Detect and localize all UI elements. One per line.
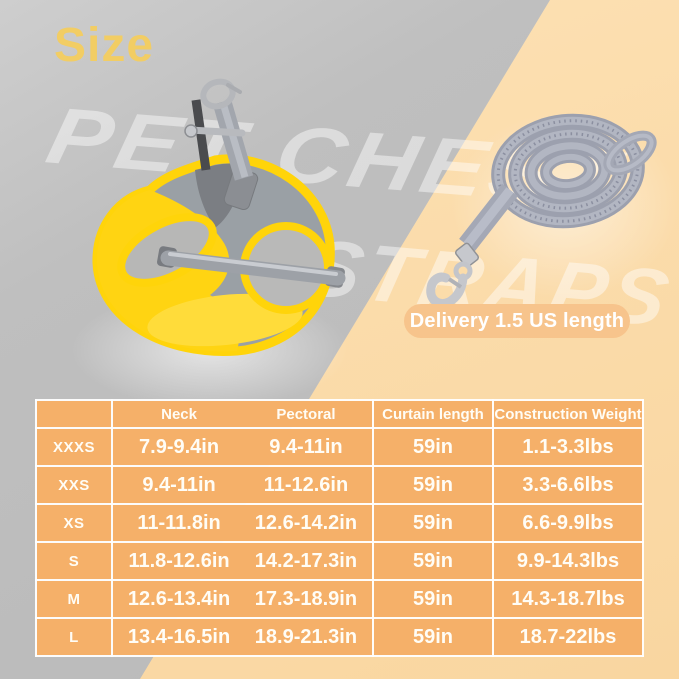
curtain-length-cell: 59in <box>372 465 494 505</box>
neck-pectoral-cell: 13.4-16.5in 18.9-21.3in <box>111 617 374 657</box>
table-row: XXS 9.4-11in 11-12.6in 59in 3.3-6.6lbs <box>35 465 644 505</box>
toggle-bar-icon <box>186 126 246 137</box>
construction-weight-cell: 1.1-3.3lbs <box>492 427 644 467</box>
neck-pectoral-cell: 7.9-9.4in 9.4-11in <box>111 427 374 467</box>
table-row: XS 11-11.8in 12.6-14.2in 59in 6.6-9.9lbs <box>35 503 644 543</box>
col-header-size <box>35 399 113 429</box>
construction-weight-cell: 3.3-6.6lbs <box>492 465 644 505</box>
curtain-length-cell: 59in <box>372 541 494 581</box>
size-label-cell: S <box>35 541 113 581</box>
delivery-badge: Delivery 1.5 US length <box>404 304 630 338</box>
construction-weight-cell: 9.9-14.3lbs <box>492 541 644 581</box>
size-label-cell: XXS <box>35 465 113 505</box>
harness-webbing-strap-sheen <box>219 102 249 178</box>
curtain-length-cell: 59in <box>372 579 494 619</box>
curtain-length-cell: 59in <box>372 617 494 657</box>
size-label-cell: XXXS <box>35 427 113 467</box>
construction-weight-cell: 14.3-18.7lbs <box>492 579 644 619</box>
neck-value: 11.8-12.6in <box>128 549 230 572</box>
harness-illustration <box>92 78 346 356</box>
harness-chest-strap <box>160 250 346 286</box>
pectoral-value: 17.3-18.9in <box>254 587 358 610</box>
table-row: L 13.4-16.5in 18.9-21.3in 59in 18.7-22lbs <box>35 617 644 657</box>
toggle-knob-icon <box>184 124 198 138</box>
harness-inner-shadow <box>195 163 241 228</box>
pectoral-value: 18.9-21.3in <box>254 625 358 648</box>
col-header-pectoral: Pectoral <box>276 405 336 423</box>
table-row: M 12.6-13.4in 17.3-18.9in 59in 14.3-18.7l… <box>35 579 644 619</box>
neck-value: 12.6-13.4in <box>127 587 231 610</box>
leash-illustration <box>426 113 657 308</box>
table-header-row: Neck Pectoral Curtain length Construction… <box>35 399 644 429</box>
neck-value: 7.9-9.4in <box>139 435 220 458</box>
page-title: Size <box>54 19 155 72</box>
pectoral-value: 14.2-17.3in <box>254 549 358 572</box>
curtain-length-cell: 59in <box>372 427 494 467</box>
neck-pectoral-cell: 11.8-12.6in 14.2-17.3in <box>111 541 374 581</box>
table-row: XXXS 7.9-9.4in 9.4-11in 59in 1.1-3.3lbs <box>35 427 644 467</box>
construction-weight-cell: 6.6-9.9lbs <box>492 503 644 543</box>
snap-hook-icon <box>426 242 479 308</box>
pectoral-value: 11-12.6in <box>263 473 349 496</box>
col-header-construction-weight: Construction Weight <box>492 399 644 429</box>
size-chart-table: Neck Pectoral Curtain length Construction… <box>35 399 644 657</box>
pectoral-value: 9.4-11in <box>269 435 343 458</box>
neck-value: 9.4-11in <box>142 473 216 496</box>
neck-value: 11-11.8in <box>137 511 221 534</box>
harness-chest-strap-highlight <box>168 252 338 276</box>
col-header-neck: Neck <box>161 405 197 423</box>
curtain-length-cell: 59in <box>372 503 494 543</box>
neck-value: 13.4-16.5in <box>127 625 231 648</box>
neck-pectoral-cell: 12.6-13.4in 17.3-18.9in <box>111 579 374 619</box>
leash-strap <box>459 183 518 252</box>
pectoral-value: 12.6-14.2in <box>254 511 358 534</box>
col-header-curtain-length: Curtain length <box>372 399 494 429</box>
size-label-cell: L <box>35 617 113 657</box>
size-label-cell: XS <box>35 503 113 543</box>
neck-pectoral-cell: 11-11.8in 12.6-14.2in <box>111 503 374 543</box>
size-label-cell: M <box>35 579 113 619</box>
col-header-neck-pectoral: Neck Pectoral <box>111 399 374 429</box>
construction-weight-cell: 18.7-22lbs <box>492 617 644 657</box>
harness-dark-strap <box>191 99 211 171</box>
d-ring-hook-icon <box>226 83 242 94</box>
table-row: S 11.8-12.6in 14.2-17.3in 59in 9.9-14.3lb… <box>35 541 644 581</box>
neck-pectoral-cell: 9.4-11in 11-12.6in <box>111 465 374 505</box>
